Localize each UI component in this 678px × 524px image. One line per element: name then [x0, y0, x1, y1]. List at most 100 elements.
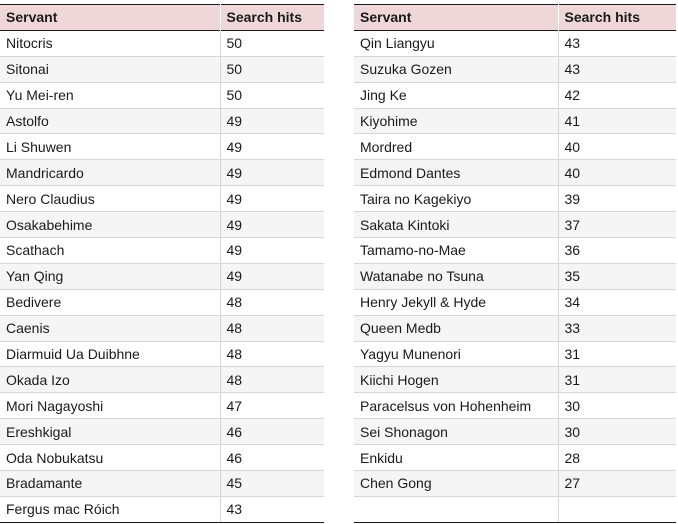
table-row: Okada Izo 48 [0, 366, 324, 394]
servant-name-cell: Bedivere [0, 289, 221, 316]
servant-name-cell: Suzuka Gozen [354, 56, 559, 83]
servant-name-cell: Edmond Dantes [354, 159, 559, 187]
servant-name-cell: Henry Jekyll & Hyde [354, 289, 559, 316]
servant-name-cell: Sei Shonagon [354, 418, 559, 446]
table-row: Ereshkigal 46 [0, 418, 324, 446]
table-row: Nitocris 50 [0, 30, 324, 57]
servant-name-cell: Sakata Kintoki [354, 211, 559, 239]
servant-table-right: Servant Search hits Qin Liangyu 43 Suzuka … [354, 4, 676, 523]
table-row: Bedivere 48 [0, 289, 324, 316]
table-body: Qin Liangyu 43 Suzuka Gozen 43 Jing Ke 42 Kiyo… [354, 30, 676, 523]
search-hits-cell: 48 [220, 366, 324, 394]
table-row: Scathach 49 [0, 237, 324, 264]
search-hits-cell [558, 496, 676, 523]
table-row: Oda Nobukatsu 46 [0, 444, 324, 472]
search-hits-cell: 48 [220, 289, 324, 316]
table-row: Bradamante 45 [0, 470, 324, 497]
search-hits-cell: 45 [220, 470, 324, 497]
search-hits-cell: 36 [558, 237, 676, 264]
servant-name-cell: Mori Nagayoshi [0, 392, 221, 420]
servant-name-cell: Okada Izo [0, 366, 221, 394]
table-row: Sakata Kintoki 37 [354, 211, 676, 239]
search-hits-cell: 49 [220, 211, 324, 239]
search-hits-cell: 46 [220, 444, 324, 472]
search-hits-cell: 49 [220, 185, 324, 213]
table-row: Yan Qing 49 [0, 263, 324, 290]
table-body: Nitocris 50 Sitonai 50 Yu Mei-ren 50 Astolfo 49… [0, 30, 324, 523]
search-hits-cell: 49 [220, 237, 324, 264]
table-row: Mandricardo 49 [0, 159, 324, 187]
search-hits-cell: 42 [558, 82, 676, 109]
servant-name-cell: Kiichi Hogen [354, 366, 559, 394]
table-row: Astolfo 49 [0, 108, 324, 135]
header-row: Servant Search hits [354, 4, 676, 31]
table-row: Nero Claudius 49 [0, 185, 324, 213]
search-hits-cell: 40 [558, 159, 676, 187]
search-hits-cell: 27 [558, 470, 676, 497]
search-hits-cell: 49 [220, 108, 324, 135]
table-row: Paracelsus von Hohenheim 30 [354, 392, 676, 420]
search-hits-cell: 47 [220, 392, 324, 420]
search-hits-cell: 43 [558, 30, 676, 57]
servant-name-cell: Jing Ke [354, 82, 559, 109]
servant-name-cell: Chen Gong [354, 470, 559, 497]
servant-name-cell: Paracelsus von Hohenheim [354, 392, 559, 420]
search-hits-cell: 33 [558, 315, 676, 342]
search-hits-cell: 41 [558, 108, 676, 135]
search-hits-cell: 37 [558, 211, 676, 239]
servant-name-cell: Kiyohime [354, 108, 559, 135]
table-row: Watanabe no Tsuna 35 [354, 263, 676, 290]
servant-name-cell: Tamamo-no-Mae [354, 237, 559, 264]
servant-name-cell: Qin Liangyu [354, 30, 559, 57]
column-header-search-hits: Search hits [558, 4, 676, 31]
table-row: Kiyohime 41 [354, 108, 676, 135]
table-row: Mordred 40 [354, 133, 676, 161]
servant-name-cell: Diarmuid Ua Duibhne [0, 341, 221, 368]
servant-name-cell: Nitocris [0, 30, 221, 57]
table-row: Queen Medb 33 [354, 315, 676, 342]
table-row: Suzuka Gozen 43 [354, 56, 676, 83]
search-hits-cell: 50 [220, 30, 324, 57]
search-hits-cell: 31 [558, 366, 676, 394]
table-row: Diarmuid Ua Duibhne 48 [0, 341, 324, 368]
search-hits-cell: 49 [220, 159, 324, 187]
search-hits-cell: 40 [558, 133, 676, 161]
table-row: Henry Jekyll & Hyde 34 [354, 289, 676, 316]
servant-name-cell: Yu Mei-ren [0, 82, 221, 109]
search-hits-cell: 30 [558, 418, 676, 446]
servant-name-cell: Queen Medb [354, 315, 559, 342]
servant-name-cell [354, 496, 559, 523]
servant-name-cell: Fergus mac Róich [0, 496, 221, 523]
search-hits-cell: 28 [558, 444, 676, 472]
search-hits-cell: 43 [558, 56, 676, 83]
table-row: Yagyu Munenori 31 [354, 341, 676, 368]
column-header-search-hits: Search hits [220, 4, 324, 31]
search-hits-cell: 50 [220, 56, 324, 83]
servant-name-cell: Li Shuwen [0, 133, 221, 161]
servant-name-cell: Caenis [0, 315, 221, 342]
table-row: Chen Gong 27 [354, 470, 676, 497]
servant-table-left: Servant Search hits Nitocris 50 Sitonai 50 Y… [0, 4, 324, 523]
search-hits-cell: 46 [220, 418, 324, 446]
search-hits-cell: 49 [220, 133, 324, 161]
header-row: Servant Search hits [0, 4, 324, 31]
servant-name-cell: Enkidu [354, 444, 559, 472]
table-row: Kiichi Hogen 31 [354, 366, 676, 394]
servant-name-cell: Yan Qing [0, 263, 221, 290]
column-header-servant: Servant [354, 4, 559, 31]
servant-name-cell: Oda Nobukatsu [0, 444, 221, 472]
search-hits-cell: 30 [558, 392, 676, 420]
table-row: Taira no Kagekiyo 39 [354, 185, 676, 213]
servant-name-cell: Astolfo [0, 108, 221, 135]
search-hits-cell: 34 [558, 289, 676, 316]
table-row: Caenis 48 [0, 315, 324, 342]
table-row: Sei Shonagon 30 [354, 418, 676, 446]
servant-name-cell: Ereshkigal [0, 418, 221, 446]
search-hits-cell: 39 [558, 185, 676, 213]
search-hits-cell: 35 [558, 263, 676, 290]
search-hits-cell: 48 [220, 341, 324, 368]
table-row: Sitonai 50 [0, 56, 324, 83]
table-row: Fergus mac Róich 43 [0, 496, 324, 523]
table-row: Yu Mei-ren 50 [0, 82, 324, 109]
search-hits-cell: 43 [220, 496, 324, 523]
